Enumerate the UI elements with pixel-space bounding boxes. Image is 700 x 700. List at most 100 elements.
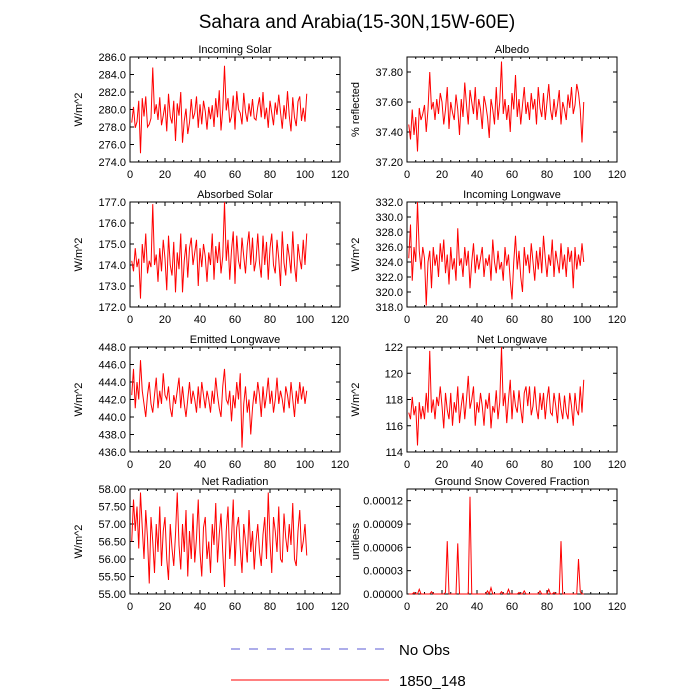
series-line xyxy=(408,496,584,596)
x-tick-label: 0 xyxy=(127,601,133,613)
x-tick-label: 20 xyxy=(159,601,171,613)
plot-frame xyxy=(406,346,618,453)
y-axis-label: W/m^2 xyxy=(73,238,85,272)
x-tick-label: 0 xyxy=(127,459,133,471)
x-tick-label: 100 xyxy=(296,169,314,181)
x-tick-label: 40 xyxy=(194,169,206,181)
y-tick-label: 328.0 xyxy=(375,227,403,239)
x-tick-label: 40 xyxy=(194,459,206,471)
x-tick-label: 100 xyxy=(296,314,314,326)
x-tick-label: 80 xyxy=(541,459,553,471)
y-tick-label: 332.0 xyxy=(375,197,403,209)
y-axis-label: unitless xyxy=(350,522,362,560)
x-tick-label: 20 xyxy=(436,314,448,326)
x-tick-label: 100 xyxy=(296,601,314,613)
x-tick-label: 0 xyxy=(127,169,133,181)
y-tick-label: 0.00006 xyxy=(363,542,403,554)
y-tick-label: 442.0 xyxy=(98,395,126,407)
series-line xyxy=(131,360,308,448)
x-tick-label: 20 xyxy=(436,601,448,613)
x-tick-label: 80 xyxy=(541,169,553,181)
x-tick-label: 40 xyxy=(194,601,206,613)
x-tick-label: 60 xyxy=(229,459,241,471)
y-axis-label: W/m^2 xyxy=(350,238,362,272)
x-tick-label: 80 xyxy=(541,601,553,613)
y-tick-label: 282.0 xyxy=(98,87,126,99)
x-tick-label: 100 xyxy=(573,459,591,471)
y-tick-label: 280.0 xyxy=(98,105,126,117)
plot-frame xyxy=(129,201,341,308)
y-tick-label: 57.50 xyxy=(98,502,126,514)
y-tick-label: 446.0 xyxy=(98,360,126,372)
y-axis-label: % reflected xyxy=(350,82,362,137)
y-tick-label: 276.0 xyxy=(98,140,126,152)
figure-title: Sahara and Arabia(15-30N,15W-60E) xyxy=(199,12,516,33)
x-tick-label: 60 xyxy=(229,169,241,181)
x-tick-label: 120 xyxy=(331,314,349,326)
y-tick-label: 116 xyxy=(385,421,403,433)
y-tick-label: 37.40 xyxy=(375,127,403,139)
x-tick-label: 0 xyxy=(127,314,133,326)
x-tick-label: 20 xyxy=(159,459,171,471)
y-tick-label: 122 xyxy=(385,342,403,354)
y-tick-label: 0.00012 xyxy=(363,496,403,508)
y-axis-label: W/m^2 xyxy=(73,525,85,559)
x-tick-label: 60 xyxy=(506,459,518,471)
x-tick-label: 60 xyxy=(506,169,518,181)
chart-panel-5: Net Longwave 0 20 40 60 80 100 120 114 116 118 120 1… xyxy=(350,334,626,471)
x-tick-label: 40 xyxy=(471,314,483,326)
x-tick-label: 120 xyxy=(331,169,349,181)
y-tick-label: 438.0 xyxy=(98,430,126,442)
x-tick-label: 120 xyxy=(331,459,349,471)
y-axis-label: W/m^2 xyxy=(73,383,85,417)
x-tick-label: 40 xyxy=(194,314,206,326)
y-tick-label: 114 xyxy=(385,447,403,459)
x-tick-label: 120 xyxy=(608,459,626,471)
panel-title: Incoming Solar xyxy=(198,44,272,56)
y-tick-label: 173.0 xyxy=(98,281,126,293)
chart-panel-2: Absorbed Solar 0 20 40 60 80 100 120 172.0 173.0 1… xyxy=(73,189,349,326)
chart-panel-7: Ground Snow Covered Fraction 0 20 40 60 80 100… xyxy=(350,476,626,613)
y-tick-label: 274.0 xyxy=(98,157,126,169)
y-tick-label: 120 xyxy=(385,368,403,380)
y-axis-label: W/m^2 xyxy=(73,93,85,127)
y-tick-label: 326.0 xyxy=(375,242,403,254)
x-tick-label: 100 xyxy=(573,601,591,613)
panel-title: Net Longwave xyxy=(477,334,547,346)
x-tick-label: 100 xyxy=(573,314,591,326)
legend-no-obs-label: No Obs xyxy=(399,642,450,659)
x-tick-label: 20 xyxy=(436,169,448,181)
x-tick-label: 120 xyxy=(608,601,626,613)
x-tick-label: 0 xyxy=(404,314,410,326)
y-tick-label: 176.0 xyxy=(98,218,126,230)
x-tick-label: 60 xyxy=(229,314,241,326)
series-line xyxy=(408,346,585,446)
x-tick-label: 40 xyxy=(471,169,483,181)
x-tick-label: 20 xyxy=(159,314,171,326)
series-line xyxy=(131,65,308,154)
x-tick-label: 80 xyxy=(264,169,276,181)
x-tick-label: 100 xyxy=(296,459,314,471)
panels: Incoming Solar 0 20 40 60 80 100 120 274.0 276.0 2… xyxy=(73,44,626,613)
x-tick-label: 0 xyxy=(404,169,410,181)
y-tick-label: 174.0 xyxy=(98,260,126,272)
y-tick-label: 320.0 xyxy=(375,287,403,299)
y-tick-label: 322.0 xyxy=(375,272,403,284)
x-tick-label: 120 xyxy=(331,601,349,613)
x-tick-label: 60 xyxy=(506,314,518,326)
y-axis-label: W/m^2 xyxy=(350,383,362,417)
y-tick-label: 284.0 xyxy=(98,70,126,82)
x-tick-label: 120 xyxy=(608,314,626,326)
y-tick-label: 330.0 xyxy=(375,212,403,224)
series-line xyxy=(131,201,308,299)
y-tick-label: 118 xyxy=(385,395,403,407)
y-tick-label: 0.00000 xyxy=(363,589,403,601)
x-tick-label: 0 xyxy=(404,459,410,471)
x-tick-label: 0 xyxy=(404,601,410,613)
y-tick-label: 440.0 xyxy=(98,412,126,424)
plot-frame xyxy=(406,488,618,595)
panel-title: Albedo xyxy=(495,44,529,56)
y-tick-label: 56.50 xyxy=(98,537,126,549)
y-tick-label: 278.0 xyxy=(98,122,126,134)
